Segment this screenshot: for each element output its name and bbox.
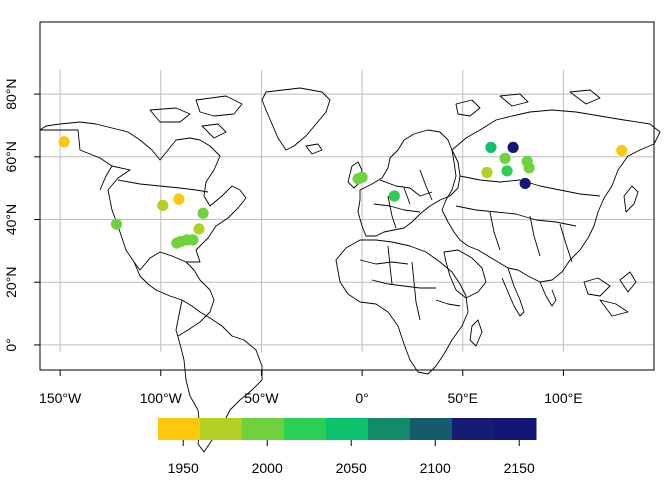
x-tick-label: 100°W <box>140 390 183 406</box>
data-point <box>157 199 169 212</box>
data-point <box>356 171 368 183</box>
y-tick-label: 40°N <box>3 204 19 235</box>
y-tick-label: 20°N <box>3 267 19 298</box>
x-tick-label: 150°W <box>39 390 82 406</box>
data-point <box>501 165 513 177</box>
y-tick-label: 0° <box>3 338 19 351</box>
data-point <box>485 141 497 154</box>
plot-frame <box>39 21 655 371</box>
world-country-outlines <box>39 87 661 453</box>
y-tick-label: 80°N <box>3 78 19 109</box>
data-point <box>523 162 535 174</box>
x-tick-label: 50°E <box>447 390 478 406</box>
color-legend: 1950 2000 2050 2100 2150 <box>158 418 537 476</box>
data-point <box>110 218 123 230</box>
colorbar-segment <box>284 418 327 440</box>
data-point <box>519 177 531 190</box>
y-tick-label: 60°N <box>3 141 19 172</box>
colorbar-segment <box>368 418 411 440</box>
x-tick-label: 0° <box>355 390 368 406</box>
colorbar-segment <box>326 418 369 440</box>
colorbar-segment <box>494 418 537 440</box>
data-point <box>197 207 209 219</box>
colorbar-segment <box>410 418 453 440</box>
data-point <box>58 136 70 148</box>
data-point <box>507 141 519 154</box>
colorbar-tick-label: 2050 <box>336 460 367 476</box>
data-point <box>481 166 493 179</box>
graticule-grid <box>40 70 654 352</box>
colorbar-segment <box>242 418 285 440</box>
colorbar-segment <box>452 418 495 440</box>
colorbar-tick-label: 2000 <box>252 460 283 476</box>
data-points-layer <box>58 136 628 249</box>
x-axis: 150°W 100°W 50°W 0° 50°E 100°E <box>39 370 583 406</box>
x-tick-label: 50°W <box>244 390 279 406</box>
colorbar-tick-label: 2150 <box>504 460 535 476</box>
data-point <box>193 223 205 235</box>
data-point <box>616 144 628 157</box>
y-axis: 0° 20°N 40°N 60°N 80°N <box>3 78 40 352</box>
colorbar-tick-label: 2100 <box>420 460 451 476</box>
colorbar-tick-label: 1950 <box>168 460 199 476</box>
x-tick-label: 100°E <box>544 390 582 406</box>
data-point <box>499 152 511 164</box>
data-point <box>173 193 185 205</box>
data-point <box>388 190 400 202</box>
colorbar-segment <box>200 418 243 440</box>
data-point <box>171 237 183 249</box>
colorbar-segment <box>158 418 201 440</box>
